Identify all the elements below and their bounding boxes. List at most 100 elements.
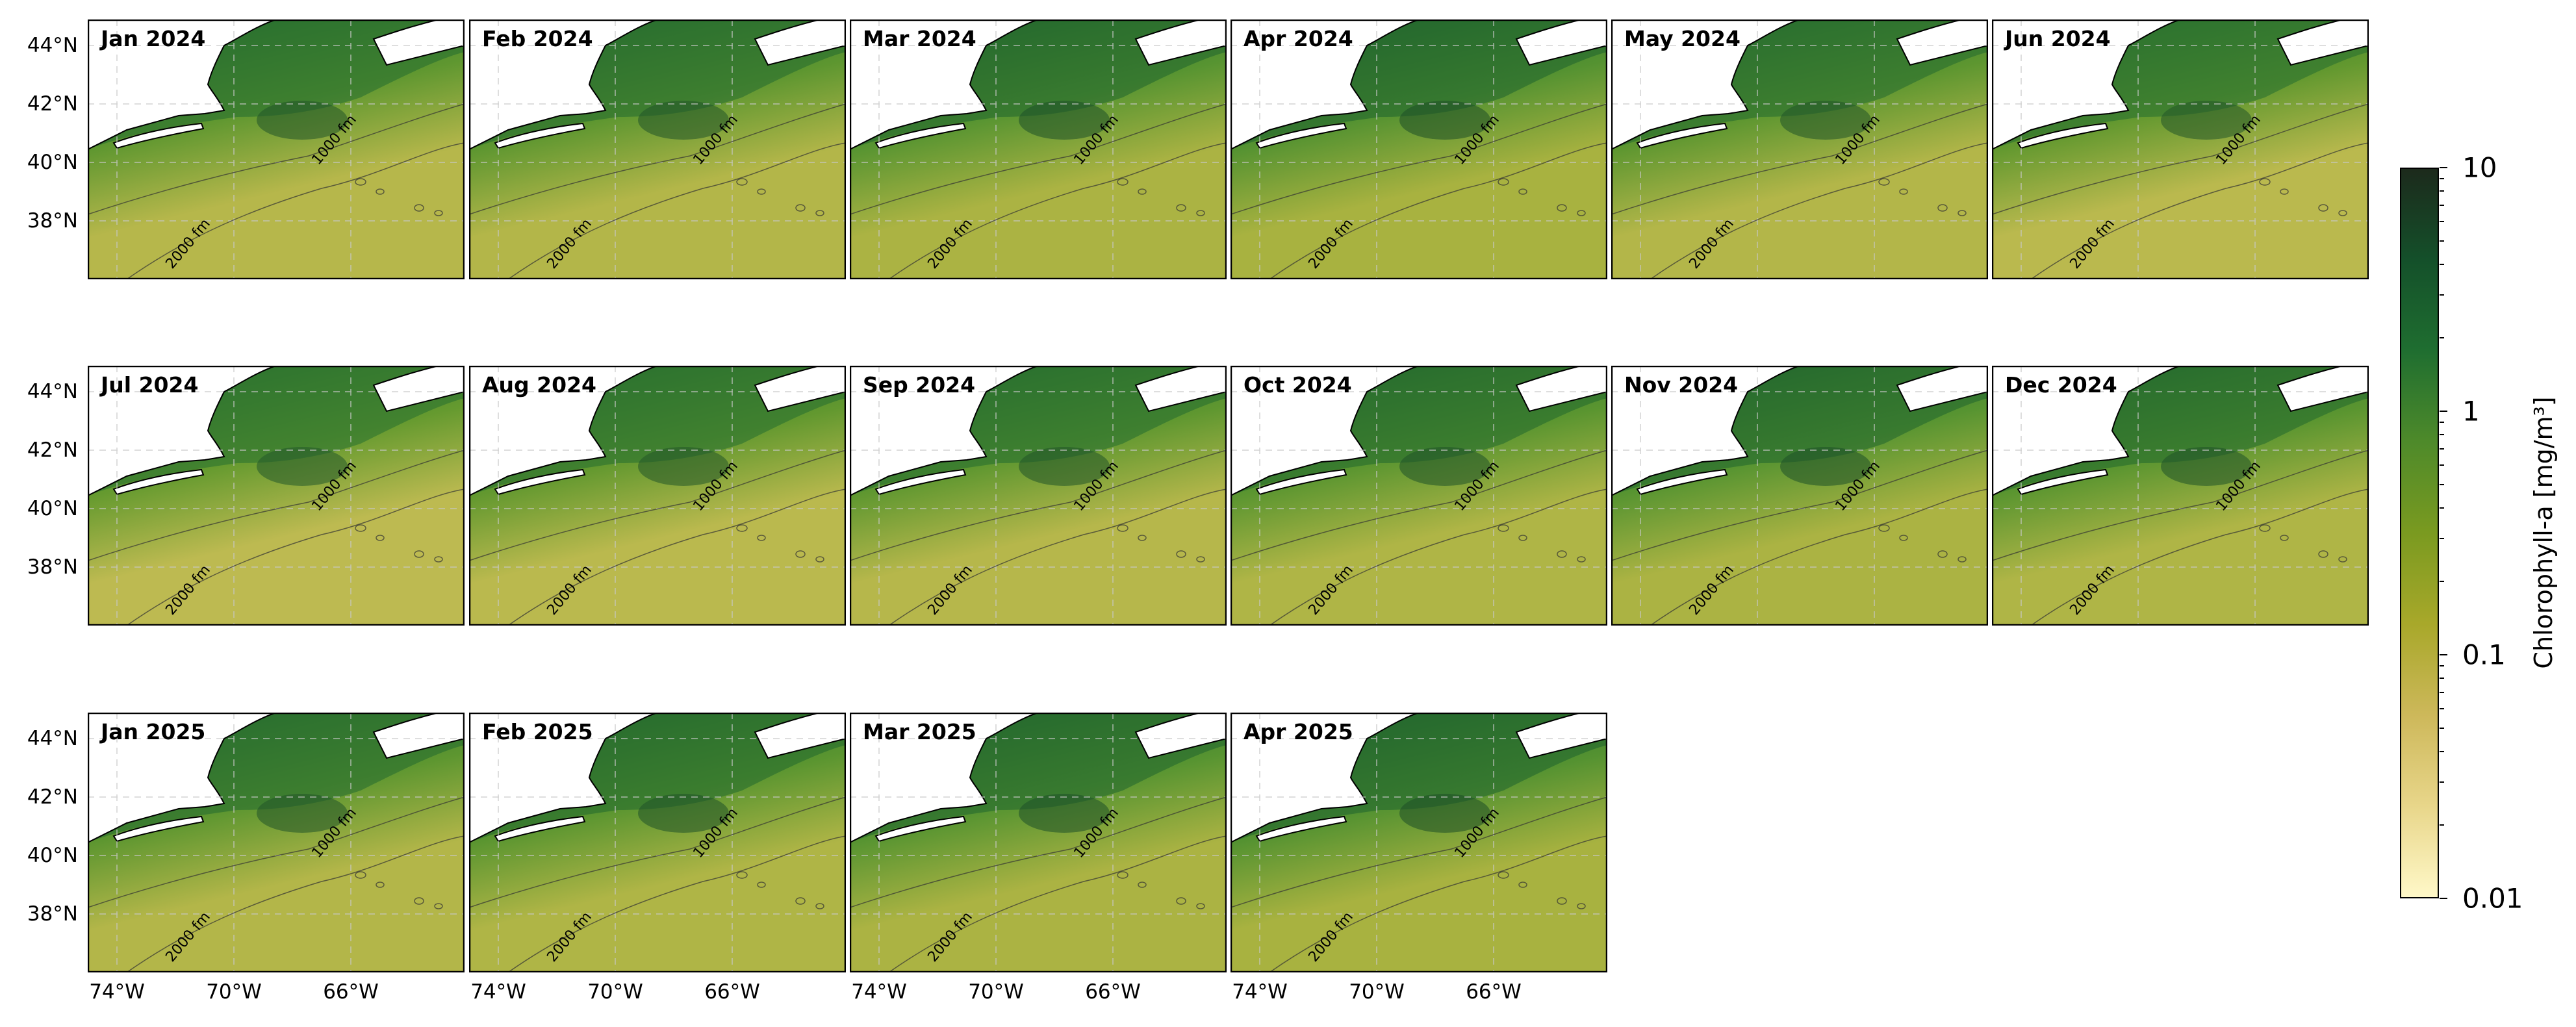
georges-bank-bloom <box>638 447 729 486</box>
panel-title: Apr 2024 <box>1243 26 1353 51</box>
land <box>1231 713 1420 844</box>
isobath-2000 <box>126 142 465 279</box>
colorbar-minor-tick <box>2440 781 2444 783</box>
panel-title: Sep 2024 <box>863 372 976 398</box>
lat-tick-label: 44°N <box>27 727 78 750</box>
long-island <box>494 468 586 496</box>
nova-scotia <box>372 713 465 759</box>
colorbar-minor-tick <box>2440 538 2444 540</box>
nova-scotia <box>1896 19 1988 66</box>
colorbar-title: Chlorophyll-a [mg/m³] <box>2529 396 2558 669</box>
colorbar-tick <box>2440 411 2447 412</box>
land <box>88 713 277 844</box>
lon-tick-label: 74°W <box>1232 980 1288 1004</box>
map-panel: 1000 fm 2000 fm Jan 2025 <box>88 713 465 972</box>
long-island <box>112 468 205 496</box>
colorbar-minor-tick <box>2440 264 2444 266</box>
long-island <box>112 122 205 149</box>
map-panel: 1000 fm 2000 fm May 2024 <box>1611 19 1988 279</box>
land <box>1231 366 1420 497</box>
isobath-2000 <box>126 488 465 626</box>
panel-title: Feb 2025 <box>482 719 593 744</box>
isobath-1000 <box>1611 103 1988 215</box>
lon-tick-label: 70°W <box>968 980 1024 1004</box>
isobath-1000 <box>850 103 1227 215</box>
panel-title: May 2024 <box>1624 26 1741 51</box>
seamounts <box>1498 524 1586 563</box>
isobath-1000 <box>850 450 1227 561</box>
colorbar-minor-tick <box>2440 692 2444 694</box>
seamounts <box>736 871 824 909</box>
isobath-2000 <box>1269 488 1607 626</box>
land <box>1611 366 1800 497</box>
long-island <box>874 122 967 149</box>
isobath-1000 <box>1992 450 2369 561</box>
colorbar-minor-tick <box>2440 824 2444 826</box>
map-panel: 1000 fm 2000 fm Sep 2024 <box>850 366 1227 626</box>
lon-tick-label: 74°W <box>470 980 526 1004</box>
long-island <box>494 815 586 843</box>
lat-tick-label: 38°N <box>27 902 78 926</box>
lon-tick-label: 70°W <box>587 980 643 1004</box>
colorbar-minor-tick <box>2440 422 2444 424</box>
colorbar-minor-tick <box>2440 464 2444 466</box>
lon-tick-label: 74°W <box>89 980 145 1004</box>
map-frame <box>88 713 465 972</box>
colorbar-minor-tick <box>2440 434 2444 436</box>
isobath-1000 <box>88 450 465 561</box>
land <box>850 366 1039 497</box>
land <box>1992 19 2181 151</box>
isobath-2000 <box>1650 488 1988 626</box>
graticule <box>469 713 846 972</box>
map-panel: 1000 fm 2000 fm Jul 2024 <box>88 366 465 626</box>
map-frame <box>1992 366 2369 626</box>
map-frame <box>850 713 1227 972</box>
colorbar-minor-tick <box>2440 221 2444 223</box>
seamounts <box>1498 178 1586 216</box>
georges-bank-bloom <box>2161 447 2252 486</box>
lon-tick-label: 70°W <box>206 980 262 1004</box>
isobath-1000 <box>850 796 1227 908</box>
long-island <box>1636 468 1728 496</box>
panel-title: Jan 2025 <box>101 719 206 744</box>
map-frame <box>1231 366 1607 626</box>
colorbar-minor-tick <box>2440 190 2444 192</box>
colorbar-minor-tick <box>2440 448 2444 450</box>
lat-tick-label: 40°N <box>27 497 78 520</box>
map-frame <box>88 366 465 626</box>
georges-bank-bloom <box>1399 101 1490 140</box>
georges-bank-bloom <box>638 794 729 833</box>
colorbar-minor-tick <box>2440 581 2444 583</box>
colorbar-minor-tick <box>2440 205 2444 207</box>
long-island <box>874 815 967 843</box>
map-frame <box>469 713 846 972</box>
map-panel: 1000 fm 2000 fm Oct 2024 <box>1231 366 1607 626</box>
lat-tick-label: 42°N <box>27 438 78 462</box>
nova-scotia <box>754 19 846 66</box>
long-island <box>1636 122 1728 149</box>
map-frame <box>469 366 846 626</box>
colorbar-tick <box>2440 167 2447 168</box>
land <box>469 713 658 844</box>
colorbar-tick <box>2440 654 2447 655</box>
seamounts <box>1117 871 1205 909</box>
map-panel: 1000 fm 2000 fm Nov 2024 <box>1611 366 1988 626</box>
georges-bank-bloom <box>257 447 348 486</box>
colorbar-tick <box>2440 898 2447 899</box>
map-panel: 1000 fm 2000 fm Mar 2025 <box>850 713 1227 972</box>
georges-bank-bloom <box>1399 794 1490 833</box>
colorbar-minor-tick <box>2440 178 2444 180</box>
isobath-1000 <box>88 796 465 908</box>
